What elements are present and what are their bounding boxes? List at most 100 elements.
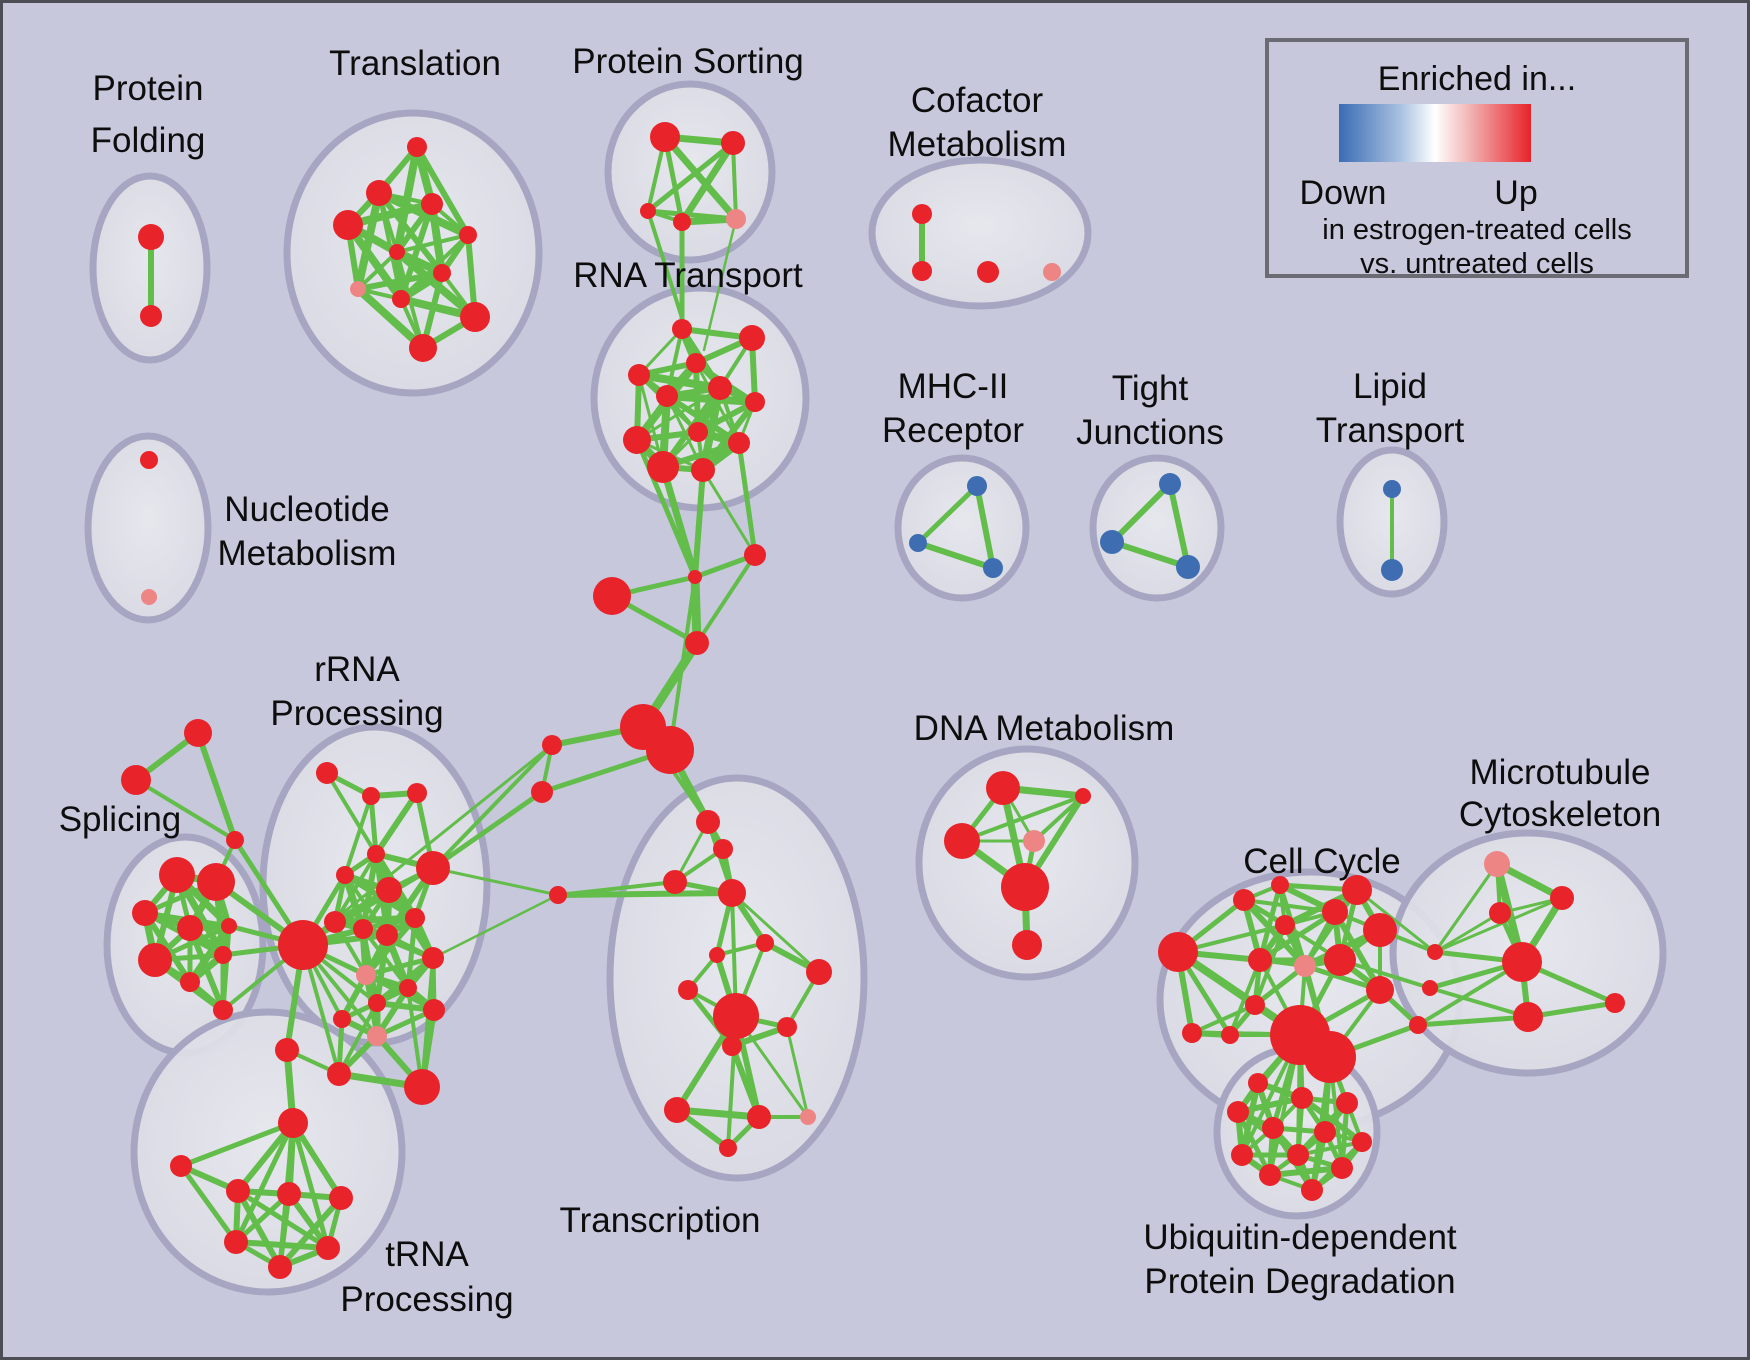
edge[interactable] bbox=[1332, 909, 1383, 993]
node[interactable] bbox=[213, 1000, 233, 1020]
edge[interactable] bbox=[1416, 960, 1524, 1027]
node[interactable] bbox=[1227, 1101, 1249, 1123]
node[interactable] bbox=[324, 911, 346, 933]
edge[interactable] bbox=[1428, 986, 1530, 1019]
node[interactable] bbox=[1221, 1026, 1239, 1044]
node[interactable] bbox=[1248, 948, 1272, 972]
node[interactable] bbox=[1158, 932, 1198, 972]
node[interactable] bbox=[1381, 559, 1403, 581]
node[interactable] bbox=[672, 319, 692, 339]
node[interactable] bbox=[806, 959, 832, 985]
node[interactable] bbox=[1427, 944, 1443, 960]
node[interactable] bbox=[460, 302, 490, 332]
node[interactable] bbox=[1001, 863, 1049, 911]
node[interactable] bbox=[277, 1182, 301, 1206]
node[interactable] bbox=[226, 831, 244, 849]
node[interactable] bbox=[739, 325, 765, 351]
node[interactable] bbox=[1043, 263, 1061, 281]
edge[interactable] bbox=[1257, 882, 1283, 963]
edge[interactable] bbox=[233, 1239, 331, 1251]
node[interactable] bbox=[1383, 480, 1401, 498]
node[interactable] bbox=[170, 1155, 192, 1177]
node[interactable] bbox=[221, 918, 237, 934]
node[interactable] bbox=[416, 851, 450, 885]
node[interactable] bbox=[376, 877, 402, 903]
node[interactable] bbox=[278, 1108, 308, 1138]
node[interactable] bbox=[673, 213, 691, 231]
node[interactable] bbox=[1233, 889, 1255, 911]
node[interactable] bbox=[713, 993, 759, 1039]
edge[interactable] bbox=[695, 399, 758, 435]
edge[interactable] bbox=[363, 955, 436, 978]
node[interactable] bbox=[1352, 1132, 1372, 1152]
node[interactable] bbox=[333, 1010, 351, 1028]
node[interactable] bbox=[531, 781, 553, 803]
node[interactable] bbox=[726, 209, 746, 229]
edge[interactable] bbox=[668, 575, 697, 752]
edge[interactable] bbox=[363, 915, 418, 978]
node[interactable] bbox=[409, 334, 437, 362]
node[interactable] bbox=[1605, 993, 1625, 1013]
node[interactable] bbox=[1182, 1023, 1202, 1043]
node[interactable] bbox=[1262, 1117, 1284, 1139]
node[interactable] bbox=[278, 920, 328, 970]
edge[interactable] bbox=[277, 1191, 292, 1270]
edge[interactable] bbox=[1415, 1014, 1531, 1028]
edge[interactable] bbox=[233, 1120, 296, 1245]
node[interactable] bbox=[650, 122, 680, 152]
node[interactable] bbox=[1248, 1073, 1268, 1093]
node[interactable] bbox=[159, 857, 195, 893]
node[interactable] bbox=[1422, 980, 1438, 996]
node[interactable] bbox=[1342, 875, 1372, 905]
node[interactable] bbox=[719, 1139, 737, 1157]
node[interactable] bbox=[367, 1026, 387, 1046]
edge[interactable] bbox=[355, 270, 445, 292]
edge[interactable] bbox=[235, 1188, 283, 1270]
node[interactable] bbox=[593, 577, 631, 615]
edge[interactable] bbox=[368, 793, 379, 857]
node[interactable] bbox=[756, 934, 774, 952]
node[interactable] bbox=[356, 965, 376, 985]
edge[interactable] bbox=[1190, 1003, 1257, 1035]
node[interactable] bbox=[628, 364, 650, 386]
node[interactable] bbox=[407, 783, 427, 803]
node[interactable] bbox=[745, 392, 765, 412]
node[interactable] bbox=[353, 919, 373, 939]
node[interactable] bbox=[362, 787, 380, 805]
node[interactable] bbox=[663, 870, 687, 894]
node[interactable] bbox=[1301, 1179, 1323, 1201]
node[interactable] bbox=[967, 476, 987, 496]
edge[interactable] bbox=[290, 1120, 331, 1251]
edge[interactable] bbox=[635, 386, 722, 442]
edge[interactable] bbox=[178, 1163, 239, 1245]
edge[interactable] bbox=[692, 467, 706, 580]
node[interactable] bbox=[708, 376, 732, 400]
edge[interactable] bbox=[277, 1195, 344, 1270]
node[interactable] bbox=[327, 1062, 351, 1086]
node[interactable] bbox=[1331, 1157, 1353, 1179]
node[interactable] bbox=[1322, 899, 1348, 925]
node[interactable] bbox=[1176, 555, 1200, 579]
edge[interactable] bbox=[974, 483, 996, 571]
edge[interactable] bbox=[373, 790, 420, 857]
node[interactable] bbox=[1489, 902, 1511, 924]
node[interactable] bbox=[423, 999, 445, 1021]
edge[interactable] bbox=[730, 891, 821, 974]
node[interactable] bbox=[623, 426, 651, 454]
edge[interactable] bbox=[736, 440, 758, 558]
edge[interactable] bbox=[685, 987, 735, 1049]
edge[interactable] bbox=[695, 553, 757, 645]
node[interactable] bbox=[542, 735, 562, 755]
node[interactable] bbox=[316, 762, 338, 784]
node[interactable] bbox=[1231, 1144, 1253, 1166]
node[interactable] bbox=[459, 226, 477, 244]
node[interactable] bbox=[678, 980, 698, 1000]
node[interactable] bbox=[368, 994, 386, 1012]
node[interactable] bbox=[336, 866, 354, 884]
node[interactable] bbox=[1409, 1016, 1427, 1034]
node[interactable] bbox=[226, 1179, 250, 1203]
node[interactable] bbox=[1075, 788, 1091, 804]
node[interactable] bbox=[664, 1097, 690, 1123]
node[interactable] bbox=[777, 1017, 797, 1037]
edge[interactable] bbox=[673, 1106, 763, 1121]
